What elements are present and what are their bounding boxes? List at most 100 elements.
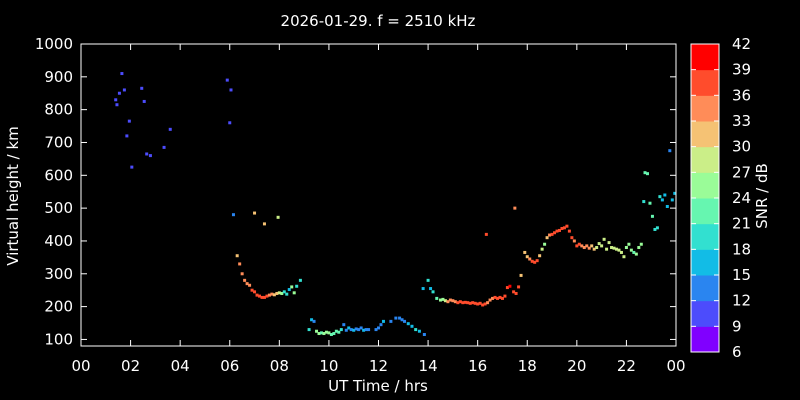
data-point bbox=[312, 319, 316, 323]
data-point bbox=[315, 329, 319, 333]
data-point bbox=[342, 323, 346, 327]
data-point bbox=[560, 226, 564, 230]
colorbar-segment bbox=[691, 44, 719, 71]
data-point bbox=[337, 330, 341, 334]
data-point bbox=[637, 246, 641, 250]
data-point bbox=[406, 322, 410, 326]
data-point bbox=[453, 300, 457, 304]
data-point bbox=[253, 290, 257, 294]
data-point bbox=[523, 250, 527, 254]
data-point bbox=[505, 286, 509, 290]
data-point bbox=[517, 285, 521, 289]
data-point bbox=[267, 293, 271, 297]
data-point bbox=[519, 273, 523, 277]
data-point bbox=[592, 247, 596, 251]
data-point bbox=[277, 291, 281, 295]
x-tick-label: 22 bbox=[617, 357, 636, 375]
data-point bbox=[473, 301, 477, 305]
data-point bbox=[298, 278, 302, 282]
data-point bbox=[307, 328, 311, 332]
data-point bbox=[352, 328, 356, 332]
y-axis-label: Virtual height / km bbox=[4, 126, 22, 265]
x-tick-label: 04 bbox=[171, 357, 190, 375]
colorbar-tick-label: 21 bbox=[732, 215, 751, 233]
data-point bbox=[605, 247, 609, 251]
plot-frame bbox=[80, 43, 677, 347]
data-point bbox=[514, 291, 518, 295]
colorbar-label: SNR / dB bbox=[753, 163, 771, 229]
data-point bbox=[660, 198, 664, 202]
data-point bbox=[329, 333, 333, 337]
data-point bbox=[572, 239, 576, 243]
data-point bbox=[496, 296, 499, 300]
data-point bbox=[292, 291, 296, 295]
data-point bbox=[557, 228, 561, 232]
data-point bbox=[602, 237, 606, 241]
axes: 00 02 04 06 08 10 12 14 16 18 20 22 00 100 200 300 400 50… bbox=[35, 35, 686, 375]
data-point bbox=[648, 201, 652, 205]
data-point bbox=[354, 327, 358, 331]
data-point bbox=[615, 247, 618, 251]
colorbar-tick-label: 36 bbox=[732, 86, 751, 104]
data-point bbox=[535, 259, 539, 263]
data-point bbox=[562, 226, 566, 230]
data-point bbox=[451, 299, 455, 303]
data-point bbox=[243, 278, 247, 282]
data-point bbox=[394, 316, 398, 320]
data-point bbox=[381, 319, 385, 323]
data-point bbox=[476, 302, 480, 306]
data-point bbox=[478, 301, 482, 305]
data-point bbox=[498, 295, 502, 299]
data-point bbox=[668, 149, 672, 153]
colorbar-tick-label: 9 bbox=[732, 317, 742, 335]
data-point bbox=[250, 288, 254, 292]
data-point bbox=[421, 287, 425, 291]
y-tick-label: 600 bbox=[44, 166, 73, 184]
data-point bbox=[327, 331, 331, 335]
data-point bbox=[225, 78, 229, 82]
data-point bbox=[567, 229, 571, 233]
data-point bbox=[398, 316, 402, 320]
data-point bbox=[142, 99, 146, 103]
data-point bbox=[446, 300, 450, 304]
data-point bbox=[253, 211, 257, 215]
colorbar-segment bbox=[691, 300, 719, 327]
data-point bbox=[347, 326, 351, 330]
y-tick-label: 400 bbox=[44, 232, 73, 250]
x-tick-label: 12 bbox=[369, 357, 388, 375]
colorbar-tick-label: 30 bbox=[732, 138, 751, 156]
colorbar-tick-label: 39 bbox=[732, 61, 751, 79]
data-point bbox=[590, 244, 594, 248]
data-point bbox=[483, 302, 487, 306]
data-point bbox=[145, 152, 149, 156]
colorbar-tick-label: 42 bbox=[732, 35, 751, 53]
data-point bbox=[140, 86, 144, 90]
data-point bbox=[414, 328, 418, 332]
data-point bbox=[512, 290, 516, 294]
data-point bbox=[262, 222, 266, 226]
data-point bbox=[334, 329, 338, 333]
data-point bbox=[600, 244, 604, 248]
data-point bbox=[276, 215, 280, 219]
data-point bbox=[127, 119, 131, 123]
data-point bbox=[663, 193, 667, 197]
y-tick-label: 800 bbox=[44, 101, 73, 119]
data-point bbox=[443, 299, 447, 303]
colorbar-tick-label: 24 bbox=[732, 189, 751, 207]
data-point bbox=[245, 282, 249, 286]
data-point bbox=[389, 319, 393, 323]
data-point bbox=[364, 328, 368, 332]
data-point bbox=[282, 290, 286, 294]
data-point bbox=[362, 328, 366, 332]
data-point bbox=[403, 319, 407, 323]
data-point bbox=[580, 244, 584, 248]
data-points bbox=[114, 72, 677, 337]
data-point bbox=[629, 248, 633, 252]
data-point bbox=[500, 296, 504, 300]
data-point bbox=[545, 236, 549, 240]
data-point bbox=[125, 134, 129, 138]
colorbar-segment bbox=[691, 121, 719, 148]
colorbar-segment bbox=[691, 198, 719, 225]
data-point bbox=[422, 333, 426, 337]
